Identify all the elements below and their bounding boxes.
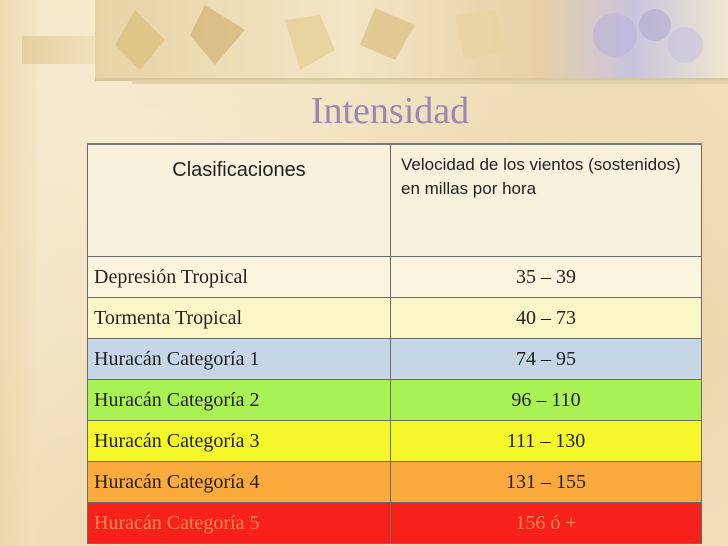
small-decorative-banner	[22, 36, 100, 64]
speed-cell: 156 ó +	[390, 502, 702, 544]
header-classifications: Clasificaciones	[87, 143, 391, 257]
table-row: Depresión Tropical 35 – 39	[87, 256, 702, 298]
left-decorative-strip	[0, 0, 36, 546]
speed-cell: 131 – 155	[390, 461, 702, 503]
header-wind-speed: Velocidad de los vientos (sostenidos) en…	[390, 143, 702, 257]
speed-cell: 35 – 39	[390, 256, 702, 298]
classification-cell: Depresión Tropical	[87, 256, 391, 298]
table-row: Huracán Categoría 5 156 ó +	[87, 502, 702, 544]
classification-cell: Tormenta Tropical	[87, 297, 391, 339]
leaf-decoration-icon	[115, 5, 703, 70]
classification-cell: Huracán Categoría 3	[87, 420, 391, 462]
speed-cell: 74 – 95	[390, 338, 702, 380]
classification-cell: Huracán Categoría 4	[87, 461, 391, 503]
table-header-row: Clasificaciones Velocidad de los vientos…	[87, 143, 702, 257]
floral-banner	[95, 0, 728, 81]
table-row: Huracán Categoría 3 111 – 130	[87, 420, 702, 462]
intensity-table: Clasificaciones Velocidad de los vientos…	[87, 143, 702, 544]
table-row: Tormenta Tropical 40 – 73	[87, 297, 702, 339]
table-row: Huracán Categoría 2 96 – 110	[87, 379, 702, 421]
banner-frame-line	[132, 80, 728, 102]
speed-cell: 96 – 110	[390, 379, 702, 421]
slide-title: Intensidad	[310, 90, 470, 132]
table-row: Huracán Categoría 4 131 – 155	[87, 461, 702, 503]
speed-cell: 111 – 130	[390, 420, 702, 462]
speed-cell: 40 – 73	[390, 297, 702, 339]
table-row: Huracán Categoría 1 74 – 95	[87, 338, 702, 380]
classification-cell: Huracán Categoría 1	[87, 338, 391, 380]
classification-cell: Huracán Categoría 5	[87, 502, 391, 544]
classification-cell: Huracán Categoría 2	[87, 379, 391, 421]
